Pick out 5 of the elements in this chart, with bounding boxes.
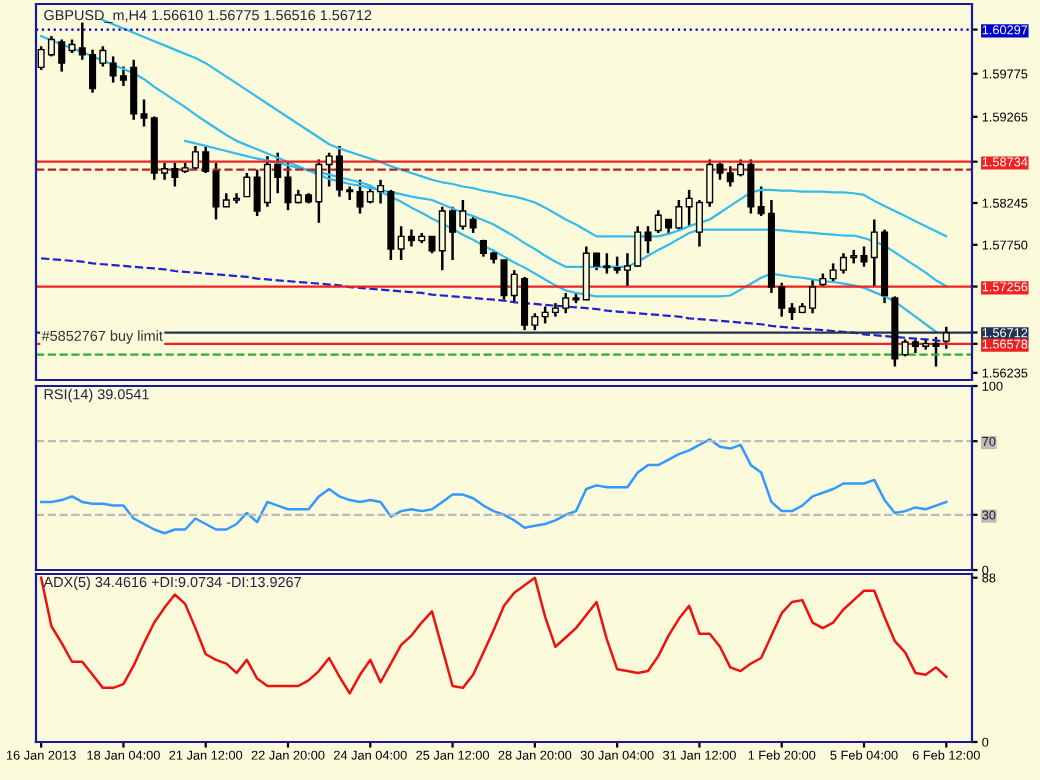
- candlestick: [243, 171, 251, 198]
- line-series: [39, 576, 948, 695]
- candlestick: [942, 325, 950, 350]
- line-series: [40, 257, 948, 344]
- line-series: [39, 438, 948, 535]
